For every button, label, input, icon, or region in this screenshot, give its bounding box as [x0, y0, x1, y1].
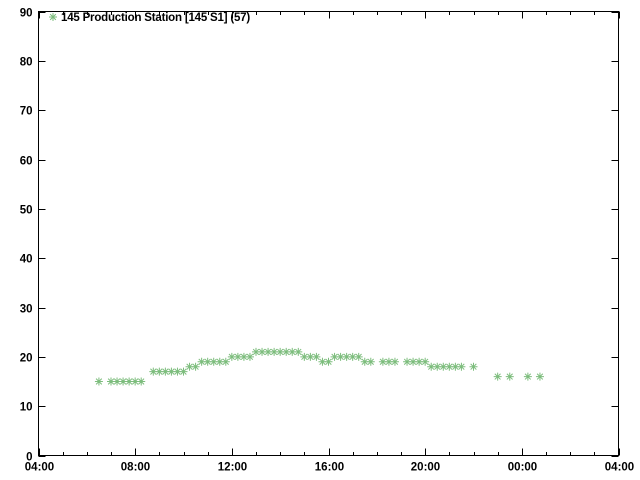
data-point-asterisk [306, 352, 315, 361]
data-point-asterisk [173, 367, 182, 376]
data-point-asterisk [312, 352, 321, 361]
data-point-asterisk [409, 357, 418, 366]
y-axis-tick-label: 40 [20, 254, 33, 266]
axis-tick-labels: 0 10 20 30 40 50 60 70 80 90 04:00 08:00 12:00 16:00 2… [20, 8, 635, 474]
data-point-asterisk [179, 367, 188, 376]
data-point-asterisk [493, 372, 502, 381]
data-point-asterisk [469, 362, 478, 371]
data-point-asterisk [451, 362, 460, 371]
data-point-asterisk [125, 377, 134, 386]
x-axis-tick-label: 20:00 [411, 462, 440, 474]
data-point-asterisk [300, 352, 309, 361]
legend-asterisk [49, 13, 57, 21]
data-point-asterisk [439, 362, 448, 371]
plot-frame [38, 11, 619, 456]
data-point-asterisk [161, 367, 170, 376]
data-point-asterisk [324, 357, 333, 366]
data-point-asterisk [523, 372, 532, 381]
y-axis-tick-label: 90 [20, 8, 33, 20]
data-point-asterisk [433, 362, 442, 371]
data-point-asterisk [215, 357, 224, 366]
legend-label: 145 Production Station [145 S1] (57) [61, 12, 250, 24]
data-points [94, 347, 544, 386]
data-point-asterisk [149, 367, 158, 376]
data-point-asterisk [221, 357, 230, 366]
axis-ticks [38, 11, 620, 457]
data-point-asterisk [294, 347, 303, 356]
legend-marker-asterisk-icon [49, 13, 57, 21]
data-point-asterisk [354, 352, 363, 361]
data-point-asterisk [113, 377, 122, 386]
data-point-asterisk [191, 362, 200, 371]
data-point-asterisk [258, 347, 267, 356]
data-point-asterisk [239, 352, 248, 361]
data-point-asterisk [197, 357, 206, 366]
data-point-asterisk [348, 352, 357, 361]
data-point-asterisk [330, 352, 339, 361]
data-point-asterisk [119, 377, 128, 386]
x-axis-tick-label: 12:00 [218, 462, 247, 474]
data-point-asterisk [107, 377, 115, 386]
x-axis-tick-label: 04:00 [605, 462, 634, 474]
data-point-asterisk [390, 357, 399, 366]
data-point-asterisk [403, 357, 412, 366]
data-point-asterisk [288, 347, 297, 356]
x-axis-tick-label: 16:00 [315, 462, 344, 474]
x-axis-tick-label: 00:00 [508, 462, 537, 474]
data-point-asterisk [155, 367, 164, 376]
data-point-asterisk [342, 352, 351, 361]
data-point-asterisk [94, 377, 103, 386]
x-axis-tick-label: 04:00 [25, 462, 54, 474]
data-point-asterisk [415, 357, 424, 366]
data-point-asterisk [457, 362, 466, 371]
y-axis-tick-label: 80 [20, 57, 33, 69]
y-axis-tick-label: 20 [20, 353, 33, 365]
y-axis-tick-label: 50 [20, 205, 33, 217]
data-point-asterisk [505, 372, 514, 381]
data-point-asterisk [131, 377, 140, 386]
data-point-asterisk [427, 362, 436, 371]
data-point-asterisk [209, 357, 218, 366]
data-point-asterisk [336, 352, 345, 361]
data-point-asterisk [366, 357, 375, 366]
data-point-asterisk [203, 357, 212, 366]
data-point-asterisk [252, 347, 260, 356]
data-point-asterisk [245, 352, 254, 361]
data-point-asterisk [384, 357, 393, 366]
legend: 145 Production Station [145 S1] (57) [49, 12, 251, 24]
data-point-asterisk [227, 352, 236, 361]
data-point-asterisk [185, 362, 194, 371]
data-point-asterisk [270, 347, 279, 356]
data-point-asterisk [421, 357, 430, 366]
y-axis-tick-label: 10 [20, 402, 33, 414]
data-point-asterisk [282, 347, 291, 356]
data-point-asterisk [445, 362, 454, 371]
data-point-asterisk [167, 367, 176, 376]
data-point-asterisk [378, 357, 387, 366]
x-axis-tick-label: 08:00 [121, 462, 150, 474]
data-point-asterisk [264, 347, 273, 356]
data-point-asterisk [233, 352, 242, 361]
plot-border [38, 11, 619, 456]
y-axis-tick-label: 30 [20, 304, 33, 316]
data-point-asterisk [276, 347, 285, 356]
data-point-asterisk [535, 372, 544, 381]
y-axis-tick-label: 0 [26, 452, 32, 464]
data-point-asterisk [360, 357, 369, 366]
data-point-asterisk [318, 357, 327, 366]
y-axis-tick-label: 60 [20, 156, 33, 168]
data-point-asterisk [137, 377, 146, 386]
y-axis-tick-label: 70 [20, 106, 33, 118]
